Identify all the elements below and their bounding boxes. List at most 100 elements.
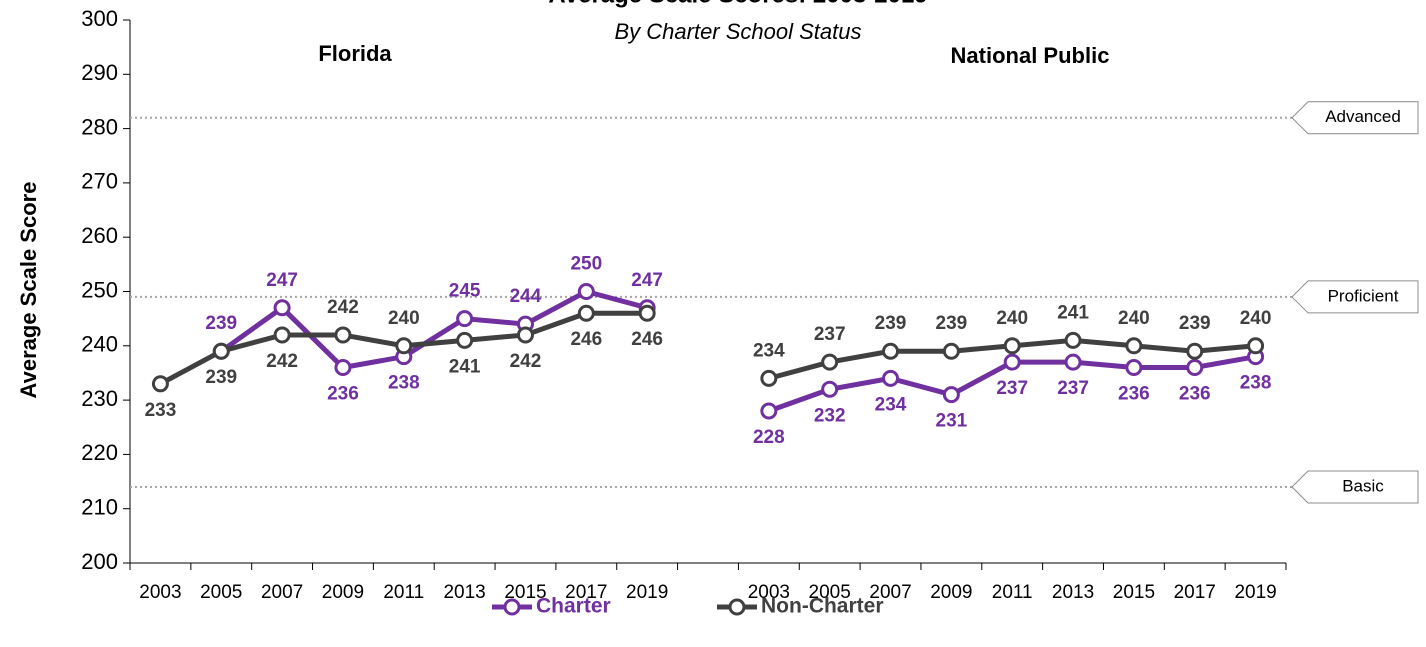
x-tick-label: 2007 [869, 582, 911, 603]
marker [821, 380, 839, 398]
reference-label: Basic [1342, 476, 1384, 495]
x-tick-label: 2011 [383, 582, 424, 603]
legend-label: Non-Charter [761, 595, 884, 618]
reference-tag [1291, 101, 1419, 135]
reference-tag [1291, 470, 1419, 504]
y-axis-label: Average Scale Score [16, 182, 41, 399]
x-tick-label: 2005 [200, 582, 242, 603]
data-label: 241 [1057, 302, 1089, 323]
data-label: 239 [205, 367, 237, 388]
marker [1186, 359, 1204, 377]
marker [395, 337, 413, 355]
data-label: 237 [814, 324, 846, 345]
marker [577, 283, 595, 300]
y-tick-label: 250 [81, 277, 118, 302]
marker [1064, 353, 1082, 371]
y-tick-label: 200 [81, 549, 118, 574]
x-tick-label: 2011 [992, 582, 1033, 603]
data-label: 239 [205, 313, 237, 334]
marker [456, 331, 474, 349]
data-label: 236 [1118, 384, 1150, 405]
legend-label: Charter [536, 595, 611, 618]
data-label: 247 [266, 270, 298, 291]
marker [273, 299, 291, 317]
legend-marker [728, 598, 746, 616]
reference-label: Proficient [1328, 286, 1399, 305]
marker [212, 342, 230, 360]
marker [882, 369, 900, 387]
y-tick-label: 260 [81, 223, 118, 248]
data-label: 228 [753, 427, 785, 448]
marker [638, 304, 656, 322]
data-label: 240 [1118, 308, 1150, 329]
data-label: 241 [449, 356, 481, 377]
y-tick-label: 210 [81, 495, 118, 520]
y-tick-label: 280 [81, 114, 118, 139]
data-label: 234 [753, 340, 785, 361]
marker [1186, 342, 1204, 360]
reference-tag [1291, 280, 1419, 314]
data-label: 239 [875, 313, 907, 334]
x-tick-label: 2019 [626, 582, 668, 603]
marker [456, 310, 474, 328]
data-label: 238 [1240, 373, 1272, 394]
y-tick-label: 230 [81, 386, 118, 411]
data-label: 239 [936, 313, 968, 334]
x-tick-label: 2015 [1113, 582, 1155, 603]
marker [882, 342, 900, 360]
data-label: 237 [996, 378, 1028, 399]
marker [821, 353, 839, 371]
data-label: 233 [145, 400, 177, 421]
marker [1125, 337, 1143, 355]
data-label: 240 [388, 308, 420, 329]
data-label: 236 [1179, 384, 1211, 405]
data-label: 237 [1057, 378, 1089, 399]
data-label: 236 [327, 384, 359, 405]
data-label: 245 [449, 281, 481, 302]
data-label: 246 [570, 329, 602, 350]
y-tick-label: 300 [81, 6, 118, 31]
data-label: 246 [631, 329, 663, 350]
data-label: 242 [327, 297, 359, 318]
y-tick-label: 270 [81, 169, 118, 194]
data-label: 232 [814, 405, 846, 426]
x-tick-label: 2003 [139, 582, 181, 603]
x-tick-label: 2017 [565, 582, 607, 603]
data-label: 250 [570, 254, 602, 275]
y-tick-label: 220 [81, 440, 118, 465]
data-label: 240 [996, 308, 1028, 329]
panel-label: National Public [951, 43, 1110, 68]
x-tick-label: 2003 [748, 582, 790, 603]
x-tick-label: 2007 [261, 582, 303, 603]
x-tick-label: 2013 [1052, 582, 1094, 603]
marker [1003, 353, 1021, 371]
y-tick-label: 290 [81, 60, 118, 85]
data-label: 231 [936, 411, 968, 432]
data-label: 244 [510, 286, 542, 307]
marker [334, 326, 352, 344]
y-tick-label: 240 [81, 332, 118, 357]
x-tick-label: 2009 [322, 582, 364, 603]
panel-label: Florida [318, 41, 392, 66]
data-label: 242 [266, 351, 298, 372]
chart-subtitle: By Charter School Status [614, 19, 861, 44]
marker [1003, 337, 1021, 355]
marker [577, 304, 595, 322]
series-line [219, 288, 1257, 414]
marker [760, 369, 778, 387]
chart-title: Average Scale Scores: 2003-2019 [548, 0, 927, 8]
data-label: 242 [510, 351, 542, 372]
x-tick-label: 2013 [443, 582, 485, 603]
x-tick-label: 2005 [809, 582, 851, 603]
reference-label: Advanced [1325, 107, 1401, 126]
marker [334, 359, 352, 377]
marker [942, 342, 960, 360]
data-label: 247 [631, 270, 663, 291]
marker [1247, 337, 1265, 355]
marker [942, 386, 960, 404]
x-tick-label: 2009 [930, 582, 972, 603]
marker [151, 375, 169, 393]
x-tick-label: 2015 [504, 582, 546, 603]
marker [760, 402, 778, 420]
